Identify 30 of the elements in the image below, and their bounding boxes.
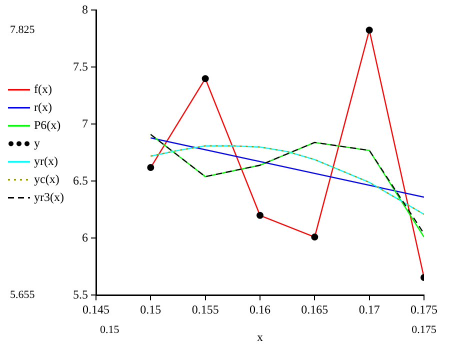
- x-tick-label: 0.175: [410, 302, 438, 317]
- x-tick-label: 0.16: [250, 302, 270, 317]
- legend-label: r(x): [34, 100, 52, 114]
- x-tick-label: 0.155: [192, 302, 219, 317]
- y-tick-label: 6.5: [73, 173, 88, 188]
- y-tick-label: 8: [82, 2, 88, 16]
- legend-label: f(x): [34, 82, 52, 96]
- legend-label: yr3(x): [34, 190, 64, 204]
- legend-label: y: [34, 136, 40, 150]
- text: 0.175: [412, 324, 437, 336]
- point: [366, 26, 373, 34]
- point: [202, 75, 209, 82]
- legend-label: P6(x): [34, 118, 61, 132]
- y-tick-label: 7.5: [73, 59, 88, 74]
- x-axis-title: x: [257, 330, 263, 344]
- x-tick-label: 0.15: [140, 302, 162, 317]
- text: 0.15: [100, 324, 120, 336]
- point: [147, 164, 154, 172]
- x-tick-label: 0.17: [358, 302, 380, 317]
- y-tick-label: 7: [82, 116, 88, 130]
- y-tick-label: 5.5: [73, 287, 88, 302]
- y-tick-label: 6: [82, 230, 88, 244]
- text: 7.825: [10, 24, 36, 36]
- legend-label: yc(x): [34, 172, 60, 186]
- point: [256, 212, 264, 219]
- x-tick-label: 0.145: [82, 302, 110, 317]
- point: [311, 234, 318, 241]
- legend-label: yr(x): [34, 154, 58, 168]
- x-tick-label: 0.165: [301, 302, 328, 317]
- text: 5.655: [10, 289, 36, 302]
